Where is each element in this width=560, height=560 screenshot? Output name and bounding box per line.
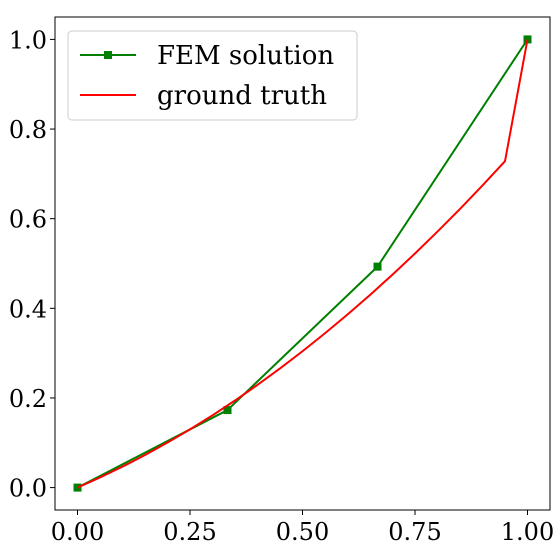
y-tick-label: 0.4 bbox=[9, 295, 47, 323]
fem-solution-marker bbox=[373, 262, 382, 271]
fem-solution-line bbox=[77, 38, 529, 489]
y-tick-label: 0.8 bbox=[9, 116, 47, 144]
y-tick-label: 1.0 bbox=[9, 26, 47, 54]
fem-solution-marker bbox=[523, 35, 532, 44]
y-tick-label: 0.6 bbox=[9, 206, 47, 234]
x-tick-label: 0.75 bbox=[388, 518, 441, 546]
fem-solution-legend-label: FEM solution bbox=[157, 41, 334, 71]
ground-truth-legend-label: ground truth bbox=[157, 81, 327, 111]
plot-layer bbox=[73, 35, 532, 492]
x-tick-label: 0.00 bbox=[51, 518, 104, 546]
y-tick-label: 0.2 bbox=[9, 385, 47, 413]
y-tick-label: 0.0 bbox=[9, 475, 47, 503]
x-tick-label: 1.00 bbox=[501, 518, 554, 546]
legend: FEM solution ground truth bbox=[67, 30, 358, 121]
ground-truth-line bbox=[77, 39, 529, 489]
legend-box bbox=[67, 30, 358, 121]
fem-solution-legend-marker bbox=[104, 51, 112, 59]
axes-layer: 0.00 0.25 0.50 0.75 1.00 0.0 0.2 0.4 0.6 0.8 1.0 bbox=[9, 26, 554, 546]
fem-solution-marker bbox=[223, 406, 232, 415]
x-tick-label: 0.25 bbox=[163, 518, 216, 546]
x-tick-label: 0.50 bbox=[276, 518, 329, 546]
fem-solution-marker bbox=[73, 483, 82, 492]
